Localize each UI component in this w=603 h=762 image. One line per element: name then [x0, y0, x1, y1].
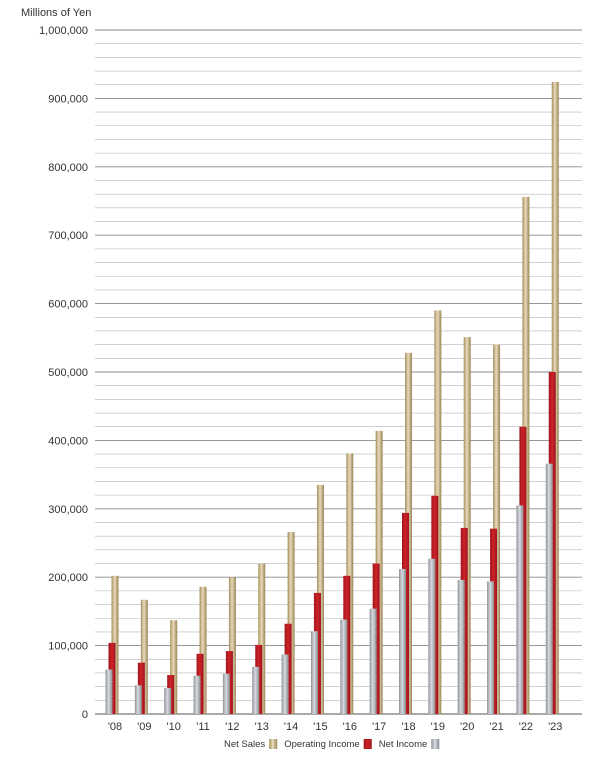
net-income-bar: [134, 685, 142, 714]
x-tick-label: '08: [108, 721, 122, 733]
net-income-bar: [487, 581, 495, 714]
y-tick-label: 700,000: [48, 230, 88, 242]
net-sales-bar: [258, 563, 266, 714]
y-axis-ticks: 0 100,000 200,000 300,000 400,000 500,000 600,…: [39, 25, 88, 721]
legend: Net Sales Operating Income Net Income: [224, 739, 440, 750]
net-income-bar: [193, 675, 201, 714]
y-tick-label: 900,000: [48, 93, 88, 105]
legend-operating-income-label: Operating Income: [284, 739, 360, 750]
x-axis-ticks: '08 '09 '10 '11 '12 '13 '14 '15 '16 '17 '18 '19 '20 '…: [108, 721, 563, 733]
net-income-bar: [516, 505, 524, 714]
x-tick-label: '09: [137, 721, 151, 733]
x-tick-label: '15: [313, 721, 327, 733]
x-tick-label: '13: [255, 721, 269, 733]
legend-net-sales-label: Net Sales: [224, 739, 265, 750]
bars: [105, 81, 559, 714]
x-tick-label: '16: [343, 721, 357, 733]
x-tick-label: '22: [519, 721, 533, 733]
net-income-bar: [310, 631, 318, 714]
net-sales-bar: [170, 620, 178, 714]
x-tick-label: '14: [284, 721, 298, 733]
net-sales-bar: [463, 337, 471, 714]
net-income-bar: [428, 558, 436, 714]
y-tick-label: 400,000: [48, 435, 88, 447]
net-income-bar: [399, 568, 406, 714]
net-sales-bar: [228, 577, 236, 714]
legend-net-income-label: Net Income: [379, 739, 428, 750]
net-sales-bar: [140, 599, 148, 714]
net-income-bar: [281, 654, 289, 714]
y-tick-label: 600,000: [48, 299, 88, 311]
net-sales-bar: [199, 586, 207, 714]
y-tick-label: 200,000: [48, 572, 88, 584]
x-tick-label: '11: [196, 721, 210, 733]
legend-net-income-swatch: [431, 739, 440, 749]
y-tick-label: 300,000: [48, 504, 88, 516]
x-tick-label: '17: [372, 721, 386, 733]
x-tick-label: '10: [167, 721, 181, 733]
x-tick-label: '21: [489, 721, 503, 733]
y-tick-label: 800,000: [48, 162, 88, 174]
x-tick-label: '20: [460, 721, 474, 733]
legend-net-sales-swatch: [269, 739, 278, 749]
gridlines: [95, 29, 582, 715]
y-tick-label: 500,000: [48, 367, 88, 379]
net-income-bar: [545, 463, 553, 714]
legend-operating-income-swatch: [363, 739, 372, 749]
x-tick-label: '18: [401, 721, 415, 733]
y-axis-label: Millions of Yen: [21, 7, 91, 19]
x-tick-label: '23: [548, 721, 562, 733]
net-income-bar: [164, 688, 172, 714]
y-tick-label: 0: [82, 709, 88, 721]
net-income-bar: [340, 619, 348, 714]
x-tick-label: '12: [225, 721, 239, 733]
net-income-bar: [222, 673, 230, 714]
net-sales-bar: [287, 532, 295, 714]
net-income-bar: [105, 669, 113, 714]
y-tick-label: 100,000: [48, 641, 88, 653]
net-income-bar: [369, 608, 377, 714]
y-tick-label: 1,000,000: [39, 25, 88, 37]
net-income-bar: [457, 579, 465, 714]
net-income-bar: [252, 666, 260, 714]
x-tick-label: '19: [431, 721, 445, 733]
